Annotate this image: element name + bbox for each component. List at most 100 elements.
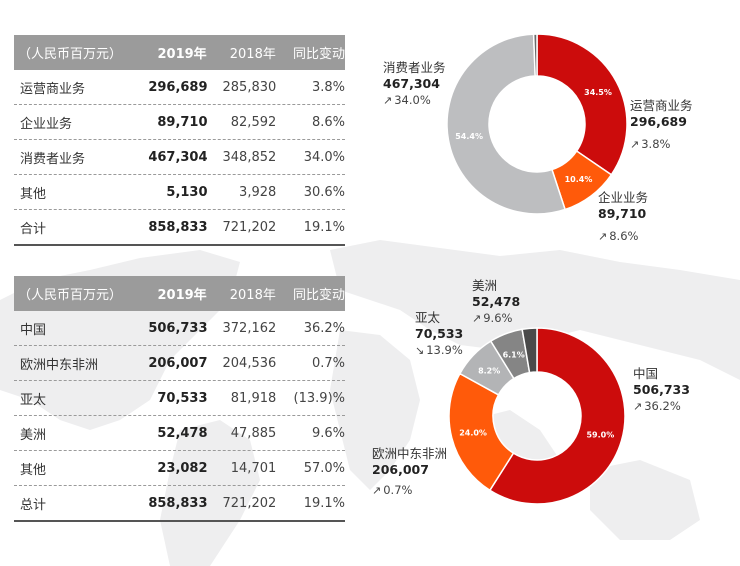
callout-name: 欧洲中东非洲 — [372, 446, 448, 461]
arrow-down-icon: ↘ — [415, 344, 425, 357]
callout-name: 运营商业务 — [630, 98, 693, 113]
callout-name: 亚太 — [415, 310, 441, 325]
row-label: 合计 — [20, 221, 47, 237]
header-2019: 2019年 — [157, 47, 207, 62]
value-2019: 206,007 — [148, 355, 208, 371]
value-change: 19.1% — [303, 495, 345, 511]
header-2018: 2018年 — [229, 47, 276, 62]
header-change: 同比变动 — [292, 288, 345, 303]
donut-slice — [521, 327, 538, 374]
callout-value: 89,710 — [598, 206, 647, 221]
donut-slice — [446, 33, 567, 215]
callout-value: 296,689 — [630, 114, 687, 129]
callout-value: 467,304 — [383, 76, 440, 91]
callout-name: 中国 — [633, 366, 659, 381]
value-2018: 372,162 — [222, 320, 277, 336]
row-label: 企业业务 — [20, 116, 73, 132]
row-label: 运营商业务 — [20, 81, 86, 97]
slice-label: 54.4% — [455, 132, 483, 141]
callout-china: 中国 506,733 ↗ 36.2% — [633, 366, 690, 415]
slice-label: 8.2% — [478, 367, 500, 376]
callout-value: 70,533 — [415, 326, 464, 341]
row-label: 总计 — [20, 497, 47, 513]
table-row: 中国 506,733 372,162 36.2% — [14, 311, 345, 346]
value-2018: 285,830 — [222, 79, 277, 95]
callout-change: 36.2% — [644, 399, 681, 413]
value-2019: 296,689 — [148, 79, 208, 95]
donut-slice — [488, 327, 626, 505]
callout-consumer: 消费者业务 467,304 ↗ 34.0% — [383, 60, 446, 109]
callout-emea: 欧洲中东非洲 206,007 ↗ 0.7% — [372, 446, 447, 499]
value-change: 8.6% — [311, 114, 345, 130]
table-total-row: 总计 858,833 721,202 19.1% — [14, 486, 345, 522]
table-header: （人民币百万元） 2019年 2018年 同比变动 — [14, 35, 345, 70]
table-total-row: 合计 858,833 721,202 19.1% — [14, 210, 345, 246]
slice-label: 34.5% — [584, 88, 612, 97]
callout-enterprise: 企业业务 89,710 ↗ 8.6% — [598, 190, 648, 245]
header-unit: （人民币百万元） — [18, 47, 123, 62]
table-header: （人民币百万元） 2019年 2018年 同比变动 — [14, 276, 345, 311]
arrow-up-icon: ↗ — [633, 400, 643, 413]
table-row: 美洲 52,478 47,885 9.6% — [14, 416, 345, 451]
value-2019: 23,082 — [157, 460, 208, 476]
header-unit: （人民币百万元） — [18, 288, 123, 303]
row-label: 其他 — [20, 186, 47, 202]
value-2019: 467,304 — [148, 149, 208, 165]
value-2018: 3,928 — [239, 184, 277, 200]
table-row: 企业业务 89,710 82,592 8.6% — [14, 105, 345, 140]
value-2019: 52,478 — [157, 425, 208, 441]
table-row: 其他 5,130 3,928 30.6% — [14, 175, 345, 210]
callout-americas: 美洲 52,478 ↗ 9.6% — [472, 278, 520, 327]
slice-label: 59.0% — [586, 430, 614, 439]
arrow-up-icon: ↗ — [383, 94, 393, 107]
callout-value: 206,007 — [372, 462, 429, 477]
callout-change: 8.6% — [609, 229, 639, 243]
row-label: 消费者业务 — [20, 151, 86, 167]
business-donut: 34.5% 10.4% 54.4% — [446, 33, 628, 215]
value-change: 30.6% — [303, 184, 345, 200]
value-2018: 721,202 — [222, 219, 277, 235]
callout-name: 消费者业务 — [383, 60, 446, 75]
row-label: 欧洲中东非洲 — [20, 357, 99, 373]
arrow-up-icon: ↗ — [372, 484, 382, 497]
slice-label: 10.4% — [565, 175, 593, 184]
value-change: 36.2% — [303, 320, 345, 336]
value-change: 3.8% — [311, 79, 345, 95]
region-revenue-table: （人民币百万元） 2019年 2018年 同比变动 中国 506,733 372… — [14, 276, 345, 522]
value-2019: 89,710 — [157, 114, 208, 130]
value-2018: 14,701 — [230, 460, 277, 476]
header-change: 同比变动 — [292, 47, 345, 62]
slice-label: 24.0% — [459, 428, 487, 437]
value-2018: 81,918 — [230, 390, 277, 406]
value-2019: 858,833 — [148, 219, 208, 235]
donut-slice — [532, 33, 538, 77]
value-2018: 204,536 — [222, 355, 277, 371]
value-change: 9.6% — [311, 425, 345, 441]
callout-apac: 亚太 70,533 ↘ 13.9% — [415, 310, 463, 359]
table-row: 运营商业务 296,689 285,830 3.8% — [14, 70, 345, 105]
header-2018: 2018年 — [229, 288, 276, 303]
slice-label: 6.1% — [503, 350, 525, 359]
callout-carrier: 运营商业务 296,689 ↗ 3.8% — [630, 98, 693, 153]
callout-change: 9.6% — [483, 311, 513, 325]
row-label: 美洲 — [20, 427, 47, 443]
arrow-up-icon: ↗ — [472, 312, 482, 325]
row-label: 中国 — [20, 322, 47, 338]
callout-change: 13.9% — [426, 343, 463, 357]
callout-change: 3.8% — [641, 137, 671, 151]
table-row: 消费者业务 467,304 348,852 34.0% — [14, 140, 345, 175]
callout-value: 506,733 — [633, 382, 690, 397]
table-row: 其他 23,082 14,701 57.0% — [14, 451, 345, 486]
value-2018: 47,885 — [230, 425, 277, 441]
callout-name: 企业业务 — [598, 190, 649, 205]
value-change: 19.1% — [303, 219, 345, 235]
table-row: 亚太 70,533 81,918 (13.9)% — [14, 381, 345, 416]
business-revenue-table: （人民币百万元） 2019年 2018年 同比变动 运营商业务 296,689 … — [14, 35, 345, 246]
arrow-up-icon: ↗ — [598, 230, 608, 243]
value-change: 34.0% — [303, 149, 345, 165]
row-label: 其他 — [20, 462, 47, 478]
value-change: 0.7% — [311, 355, 345, 371]
donut-slice — [536, 33, 628, 176]
value-2018: 348,852 — [222, 149, 277, 165]
